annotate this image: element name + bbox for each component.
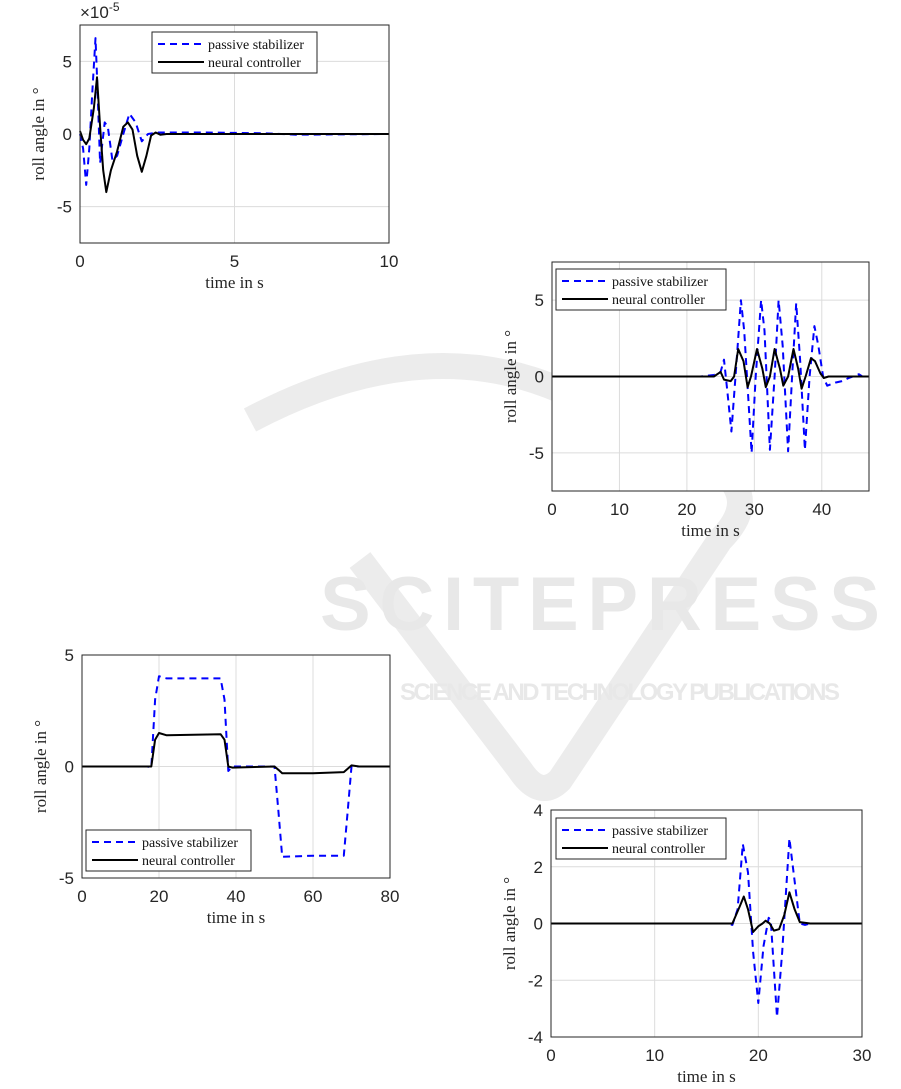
y-tick-label: 2 <box>534 858 543 877</box>
x-tick-label: 30 <box>745 500 764 519</box>
axes-box <box>551 261 870 492</box>
x-tick-label: 20 <box>749 1046 768 1065</box>
legend-label: passive stabilizer <box>208 38 304 53</box>
y-tick-label: -5 <box>59 869 74 888</box>
legend-label: neural controller <box>208 56 301 71</box>
y-tick-label: 0 <box>535 368 544 387</box>
y-tick-label: -2 <box>528 971 543 990</box>
y-tick-label: 5 <box>63 52 72 71</box>
exponent-power: -5 <box>109 0 120 14</box>
x-tick-label: 20 <box>150 887 169 906</box>
watermark-title: SCITEPRESS <box>320 562 880 647</box>
exponent-base: ×10 <box>80 3 109 22</box>
x-tick-label: 0 <box>547 500 556 519</box>
y-tick-label: 5 <box>535 291 544 310</box>
x-axis-label: time in s <box>205 273 264 292</box>
legend-label: neural controller <box>612 293 705 308</box>
y-axis-label: roll angle in ° <box>31 720 50 813</box>
x-tick-label: 10 <box>380 252 399 271</box>
x-tick-label: 60 <box>304 887 323 906</box>
x-tick-label: 80 <box>381 887 400 906</box>
x-tick-label: 10 <box>610 500 629 519</box>
legend-label: neural controller <box>612 842 705 857</box>
x-tick-label: 40 <box>227 887 246 906</box>
x-tick-label: 0 <box>546 1046 555 1065</box>
legend-label: neural controller <box>142 854 235 869</box>
axes-box <box>81 654 391 879</box>
series-neural-controller-line <box>79 76 389 194</box>
y-tick-label: 5 <box>65 646 74 665</box>
legend: passive stabilizer neural controller <box>151 31 318 74</box>
legend: passive stabilizer neural controller <box>555 268 727 311</box>
legend-label: passive stabilizer <box>612 275 708 290</box>
legend-label: passive stabilizer <box>612 824 708 839</box>
x-axis-label: time in s <box>681 521 740 540</box>
series-neural-controller-line <box>551 891 862 933</box>
y-axis-label: roll angle in ° <box>500 877 519 970</box>
legend-label: passive stabilizer <box>142 836 238 851</box>
x-tick-label: 30 <box>853 1046 872 1065</box>
x-tick-label: 5 <box>230 252 239 271</box>
y-tick-label: 0 <box>63 125 72 144</box>
x-tick-label: 0 <box>75 252 84 271</box>
x-axis-label: time in s <box>677 1067 736 1086</box>
axes-box <box>550 809 863 1038</box>
x-axis-label: time in s <box>207 908 266 927</box>
series-passive-stabilizer-line <box>82 675 390 858</box>
y-tick-label: -5 <box>529 444 544 463</box>
legend: passive stabilizer neural controller <box>85 829 252 872</box>
y-tick-label: 0 <box>534 915 543 934</box>
series-neural-controller-line <box>82 732 390 775</box>
y-tick-label: -4 <box>528 1028 543 1047</box>
x-tick-label: 20 <box>677 500 696 519</box>
legend: passive stabilizer neural controller <box>555 817 727 860</box>
x-tick-label: 40 <box>812 500 831 519</box>
series-neural-controller-line <box>552 348 869 390</box>
axes-box <box>79 24 390 244</box>
y-tick-label: 4 <box>534 801 543 820</box>
x-tick-label: 10 <box>645 1046 664 1065</box>
y-axis-label: roll angle in ° <box>29 87 48 180</box>
x-tick-label: 0 <box>77 887 86 906</box>
y-tick-label: -5 <box>57 198 72 217</box>
watermark-subtitle: SCIENCE AND TECHNOLOGY PUBLICATIONS <box>400 679 840 706</box>
series-passive-stabilizer-line <box>552 299 869 454</box>
y-axis-label: roll angle in ° <box>501 330 520 423</box>
y-tick-label: 0 <box>65 758 74 777</box>
y-exponent-label: ×10-5 <box>80 0 120 22</box>
